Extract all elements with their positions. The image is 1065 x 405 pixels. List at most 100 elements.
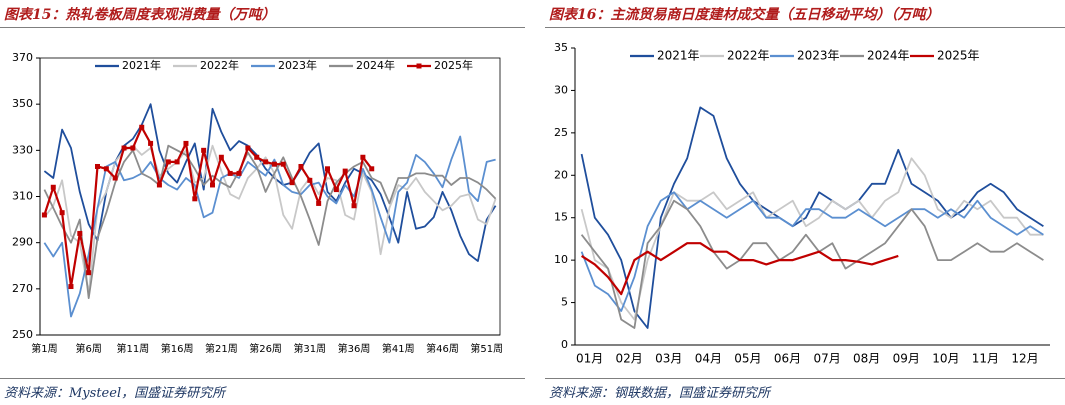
point-marker [148,140,154,146]
point-marker [50,184,56,190]
point-marker [210,182,215,188]
y-tick-label: 25 [554,126,568,139]
point-marker [68,284,74,290]
x-tick-label: 11月 [972,352,999,366]
point-marker [254,154,260,160]
legend-label: 2023年 [797,49,840,63]
rule [545,27,1065,28]
y-tick-label: 370 [12,51,33,64]
series-line [580,106,1044,329]
x-tick-label: 第26周 [249,342,282,355]
x-tick-label: 01月 [576,352,603,366]
series-line [580,157,1044,321]
point-marker [360,154,366,160]
point-marker [201,147,207,153]
x-tick-label: 第1周 [31,342,57,355]
rule [0,27,525,28]
point-marker [351,203,357,209]
plot-frame [39,57,501,336]
legend-label: 2022年 [727,49,770,63]
x-tick-label: 第16周 [161,342,194,355]
legend-marker [416,63,422,69]
point-marker [316,200,322,206]
point-marker [271,161,277,167]
x-tick-label: 第51周 [470,342,503,355]
x-tick-label: 08月 [853,352,880,366]
y-tick-label: 30 [554,83,568,96]
y-tick-label: 5 [561,296,568,309]
point-marker [245,145,251,151]
panel: 图表15：热轧卷板周度表观消费量（万吨） 250 270 290 310 330 350 3… [0,0,525,405]
point-marker [165,159,171,165]
point-marker [236,170,242,176]
point-marker [333,187,339,193]
y-tick-label: 250 [12,328,33,341]
point-marker [174,159,180,165]
x-tick-label: 09月 [893,352,920,366]
point-marker [227,170,233,176]
source: 资料来源：Mysteel，国盛证券研究所 [4,386,226,401]
legend-label: 2022年 [200,58,239,72]
series-line [43,103,497,262]
series-line [581,242,899,296]
y-tick-label: 15 [554,211,568,224]
series-line [580,199,1044,329]
x-tick-label: 10月 [932,352,959,366]
point-marker [307,177,313,183]
point-marker [289,180,295,186]
legend-label: 2024年 [356,58,395,72]
y-tick-label: 350 [12,97,33,110]
x-tick-label: 第21周 [205,342,238,355]
point-marker [112,175,118,181]
point-marker [369,166,375,172]
series-line [43,144,497,299]
x-tick-label: 02月 [616,352,643,366]
rule [545,378,1065,379]
legend-label: 2025年 [937,49,980,63]
point-marker [183,140,189,146]
legend-label: 2023年 [278,58,317,72]
point-marker [298,163,304,169]
x-tick-label: 第46周 [426,342,459,355]
rule [0,378,525,379]
x-tick-label: 第41周 [382,342,415,355]
x-tick-label: 04月 [695,352,722,366]
y-tick-label: 310 [12,190,33,203]
x-tick-label: 第31周 [293,342,326,355]
legend-label: 2025年 [434,58,473,72]
y-tick-label: 0 [561,338,568,351]
chart-title: 图表15：热轧卷板周度表观消费量（万吨） [4,7,276,23]
point-marker [59,210,65,216]
point-marker [103,166,109,172]
x-tick-label: 06月 [774,352,801,366]
legend-label: 2021年 [657,49,700,63]
chart-title: 图表16：主流贸易商日度建材成交量（五日移动平均）（万吨） [549,7,940,23]
y-tick-label: 290 [12,236,33,249]
point-marker [77,230,83,236]
legend-label: 2024年 [867,49,910,63]
point-marker [130,145,136,151]
x-tick-label: 第6周 [75,342,101,355]
x-tick-label: 05月 [734,352,761,366]
chart: 250270290310330350370第1周 第6周 第11周 第16周 第21周第… [12,51,503,355]
point-marker [280,161,286,167]
y-tick-label: 330 [12,143,33,156]
point-marker [41,212,47,218]
point-marker [192,196,198,202]
point-marker [95,163,100,169]
chart: 0 5 10 15 20 25 30 35 01月 02月 03月 04月 05月 06月 07月 08月 09… [554,41,1050,366]
point-marker [156,182,162,188]
source: 资料来源：钢联数据，国盛证券研究所 [549,386,771,401]
x-tick-label: 第11周 [117,342,150,355]
y-tick-label: 270 [12,282,33,295]
point-marker [139,124,145,130]
panel: 图表16：主流贸易商日度建材成交量（五日移动平均）（万吨） 0 5 10 15 20 25… [545,0,1065,405]
x-tick-label: 03月 [655,352,682,366]
x-tick-label: 12月 [1011,352,1038,366]
x-tick-label: 07月 [813,352,840,366]
legend-label: 2021年 [122,58,161,72]
x-tick-label: 第36周 [338,342,371,355]
point-marker [263,159,269,165]
point-marker [342,168,348,174]
